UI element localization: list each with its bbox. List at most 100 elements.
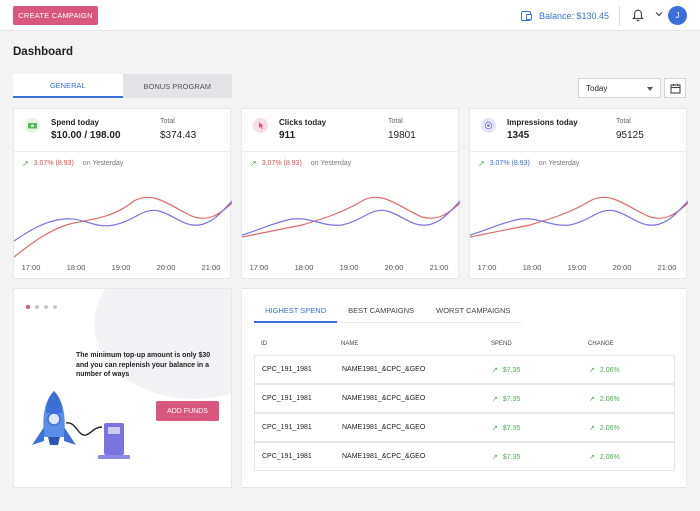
x-tick: 19:00 <box>339 263 359 272</box>
cell-name: NAME1981_&CPC_&GEO <box>342 395 426 402</box>
cell-id: CPC_191_1981 <box>262 366 312 373</box>
card-divider <box>14 151 230 152</box>
tab-best-campaigns[interactable]: BEST CAMPAIGNS <box>348 306 415 315</box>
tab-bonus-program[interactable]: BONUS PROGRAM <box>143 81 211 91</box>
balance-display[interactable]: Balance: $130.45 <box>521 9 609 23</box>
line-series-red <box>470 196 688 238</box>
eye-icon <box>481 118 496 133</box>
arrow-up-right-icon: ↗ <box>492 367 498 374</box>
calendar-icon <box>669 83 681 94</box>
stat-value: 911 <box>279 130 296 141</box>
x-tick: 18:00 <box>294 263 314 272</box>
wallet-icon <box>521 11 532 21</box>
change-suffix: on Yesterday <box>538 160 580 167</box>
table-row[interactable]: CPC_191_1981 NAME1981_&CPC_&GEO ↗ $7.35 ↗… <box>254 442 675 471</box>
arrow-up-right-icon: ↗ <box>589 425 595 432</box>
cell-name: NAME1981_&CPC_&GEO <box>342 424 426 431</box>
stat-label: Spend today <box>51 118 100 127</box>
line-series-blue <box>470 200 688 236</box>
add-funds-promo: The minimum top-up amount is only $30 an… <box>13 288 232 488</box>
calendar-button[interactable] <box>664 78 686 98</box>
add-funds-button[interactable]: ADD FUNDS <box>156 401 219 421</box>
change-value: 3.07% (8.93) <box>261 160 302 167</box>
line-series-red <box>242 196 460 238</box>
change-value: 3.07% (8.93) <box>489 160 530 167</box>
total-value: 19801 <box>388 130 416 141</box>
create-campaign-button[interactable]: CREATE CAMPAIGN <box>13 6 98 25</box>
spend-line-chart <box>14 196 232 258</box>
campaign-tabs: HIGHEST SPEND BEST CAMPAIGNS WORST CAMPA… <box>254 299 522 323</box>
chevron-down-icon[interactable] <box>655 10 663 18</box>
date-range-value: Today <box>586 83 608 93</box>
change-indicator: ↗ 3.07% (8.93) on Yesterday <box>250 159 351 168</box>
carousel-dot[interactable] <box>53 305 57 309</box>
total-label: Total <box>160 118 175 125</box>
carousel-dots <box>26 305 57 309</box>
change-indicator: ↗ 3.07% (8.93) on Yesterday <box>22 159 123 168</box>
x-tick: 17:00 <box>21 263 41 272</box>
change-suffix: on Yesterday <box>82 160 124 167</box>
spend-card: Spend today $10.00 / 198.00 Total $374.4… <box>13 108 232 279</box>
topbar-divider <box>619 6 620 26</box>
x-tick: 19:00 <box>111 263 131 272</box>
spend-value: $7.35 <box>502 396 521 403</box>
arrow-up-right-icon: ↗ <box>492 396 498 403</box>
total-value: 95125 <box>616 130 644 141</box>
cell-name: NAME1981_&CPC_&GEO <box>342 366 426 373</box>
total-label: Total <box>616 118 631 125</box>
change-indicator: ↗ 3.07% (8.93) on Yesterday <box>478 159 579 168</box>
clicks-card: Clicks today 911 Total 19801 ↗ 3.07% (8.… <box>241 108 460 279</box>
arrow-up-right-icon: ↗ <box>492 454 498 461</box>
balance-label: Balance: $130.45 <box>539 11 610 21</box>
change-value: 3.07% (8.93) <box>33 160 74 167</box>
carousel-dot[interactable] <box>35 305 39 309</box>
arrow-up-right-icon: ↗ <box>250 159 257 168</box>
top-bar: CREATE CAMPAIGN Balance: $130.45 J <box>0 0 700 31</box>
tab-worst-campaigns[interactable]: WORST CAMPAIGNS <box>436 306 511 315</box>
x-axis: 17:00 18:00 19:00 20:00 21:00 <box>242 263 460 273</box>
line-series-blue <box>242 200 460 236</box>
cell-change: ↗ 2.06% <box>589 453 620 461</box>
cell-id: CPC_191_1981 <box>262 424 312 431</box>
impressions-line-chart <box>470 196 688 238</box>
arrow-up-right-icon: ↗ <box>589 454 595 461</box>
line-series-red <box>14 196 232 258</box>
card-divider <box>242 151 458 152</box>
x-tick: 17:00 <box>477 263 497 272</box>
table-row[interactable]: CPC_191_1981 NAME1981_&CPC_&GEO ↗ $7.35 ↗… <box>254 384 675 413</box>
x-tick: 21:00 <box>657 263 677 272</box>
avatar[interactable]: J <box>668 6 687 25</box>
change-value: 2.06% <box>599 425 620 432</box>
background-shape <box>94 289 231 399</box>
arrow-up-right-icon: ↗ <box>22 159 29 168</box>
x-tick: 21:00 <box>429 263 449 272</box>
arrow-up-right-icon: ↗ <box>492 425 498 432</box>
cell-spend: ↗ $7.35 <box>492 366 520 374</box>
carousel-dot[interactable] <box>26 305 30 309</box>
tab-highest-spend[interactable]: HIGHEST SPEND <box>254 299 338 323</box>
x-axis: 17:00 18:00 19:00 20:00 21:00 <box>14 263 232 273</box>
table-row[interactable]: CPC_191_1981 NAME1981_&CPC_&GEO ↗ $7.35 ↗… <box>254 355 675 384</box>
bell-icon[interactable] <box>632 9 644 22</box>
cash-icon <box>25 118 40 133</box>
stat-value: 1345 <box>507 130 530 141</box>
tab-general[interactable]: GENERAL <box>13 74 123 98</box>
table-row[interactable]: CPC_191_1981 NAME1981_&CPC_&GEO ↗ $7.35 ↗… <box>254 413 675 442</box>
promo-message: The minimum top-up amount is only $30 an… <box>76 352 211 378</box>
stat-label: Clicks today <box>279 118 327 127</box>
impressions-card: Impressions today 1345 Total 95125 ↗ 3.0… <box>469 108 688 279</box>
cell-name: NAME1981_&CPC_&GEO <box>342 453 426 460</box>
x-tick: 20:00 <box>156 263 176 272</box>
cell-id: CPC_191_1981 <box>262 453 312 460</box>
change-value: 2.06% <box>599 396 620 403</box>
total-value: $374.43 <box>160 130 197 141</box>
carousel-dot[interactable] <box>44 305 48 309</box>
date-range-select[interactable]: Today <box>578 78 661 98</box>
column-header-id: ID <box>261 341 267 347</box>
table-header: ID NAME SPEND CHANGE <box>261 341 681 351</box>
x-tick: 19:00 <box>567 263 587 272</box>
cell-spend: ↗ $7.35 <box>492 395 520 403</box>
line-series-blue <box>14 200 232 242</box>
rocket-fuel-illustration <box>32 391 130 459</box>
arrow-up-right-icon: ↗ <box>589 367 595 374</box>
